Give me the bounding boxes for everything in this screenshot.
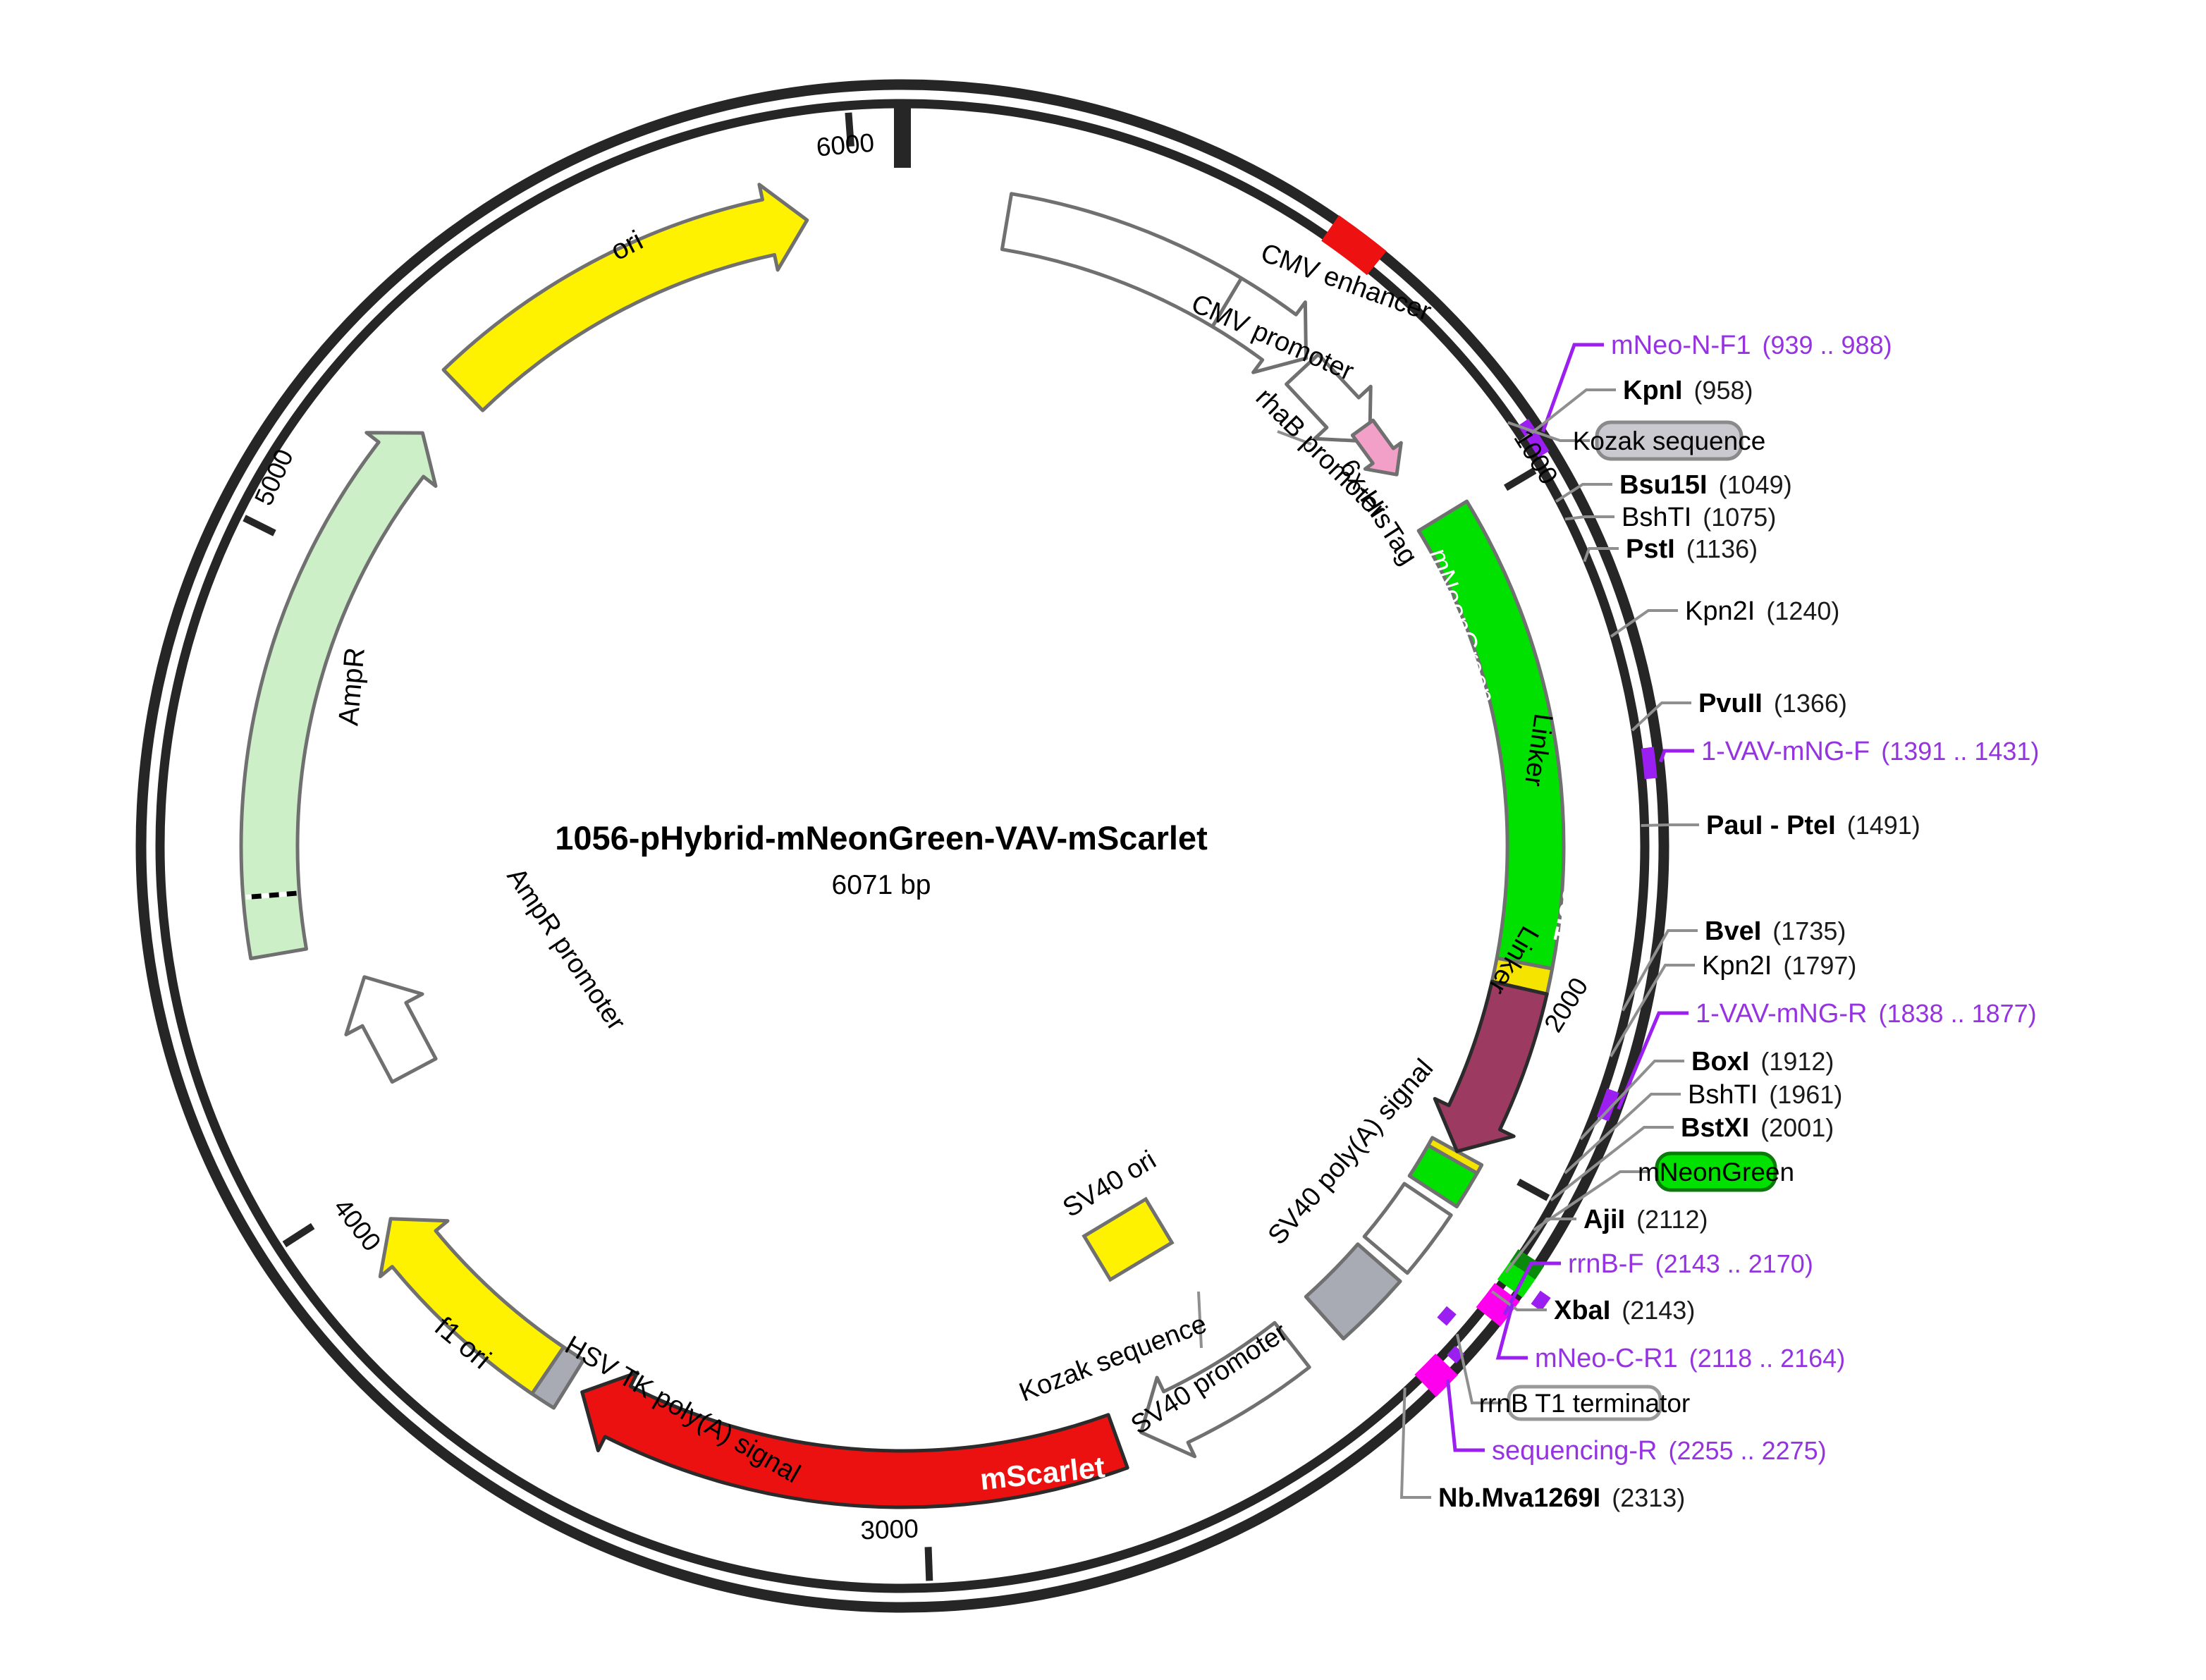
tick-label-3000: 3000 — [860, 1514, 919, 1545]
ring-mark-8 — [1437, 1306, 1457, 1326]
feature-vav[interactable] — [1433, 979, 1549, 1153]
feature-ampr[interactable] — [239, 431, 438, 961]
ring-mark-1 — [1517, 418, 1550, 458]
leader-mneongreen — [1533, 1170, 1650, 1232]
plasmid-length: 6071 bp — [832, 870, 931, 900]
ampr-promoter-arrow[interactable] — [326, 957, 453, 1091]
tick-1000 — [1503, 467, 1537, 491]
annotation-mneongreen-badge[interactable] — [1655, 1151, 1777, 1192]
map-label-ampr[interactable]: AmpR — [333, 646, 371, 728]
ring-mark-5 — [1497, 1261, 1536, 1298]
plasmid-backbone-inner-ring — [155, 99, 1650, 1593]
tick-3000 — [924, 1547, 933, 1581]
leader-rrnb-f — [1502, 1261, 1561, 1316]
annotation-kpni[interactable]: KpnI (958) — [1623, 376, 1753, 405]
leader-1-vav-mng-f — [1659, 749, 1694, 763]
feature-mneongreen-2[interactable] — [1407, 1143, 1479, 1208]
tick-4000 — [282, 1222, 315, 1248]
tick-5000 — [243, 515, 276, 537]
leader-boxi — [1579, 1060, 1684, 1141]
plasmid-title: 1056-pHybrid-mNeonGreen-VAV-mScarlet — [555, 819, 1208, 857]
rhab-promoter-arrow[interactable] — [1275, 343, 1398, 467]
leader-kpn2i — [1609, 964, 1695, 1057]
annotation-mneo-n-f1[interactable]: mNeo-N-F1 (939 .. 988) — [1611, 331, 1892, 360]
ring-mark-10 — [1414, 1353, 1458, 1397]
feature-sv40-polya[interactable] — [1362, 1182, 1453, 1275]
feature-leader-1 — [1197, 1291, 1203, 1349]
annotation-mneo-c-r1[interactable]: mNeo-C-R1 (2118 .. 2164) — [1535, 1344, 1845, 1373]
leader-pvuii — [1631, 701, 1691, 732]
leader-bsu15i — [1555, 483, 1612, 503]
ring-mark-6 — [1476, 1282, 1520, 1327]
annotation-1-vav-mng-f[interactable]: 1-VAV-mNG-F (1391 .. 1431) — [1701, 737, 2039, 766]
annotation-xbai[interactable]: XbaI (2143) — [1554, 1296, 1695, 1325]
feature-ori[interactable] — [441, 183, 809, 412]
ring-mark-3 — [1596, 1088, 1619, 1122]
annotation-bvei[interactable]: BveI (1735) — [1705, 916, 1846, 946]
leader-sequencing-r — [1445, 1379, 1485, 1452]
annotation-kozak-sequence-badge[interactable] — [1595, 420, 1744, 461]
annotation-psti[interactable]: PstI (1136) — [1626, 534, 1758, 564]
feature-f1-ori[interactable] — [378, 1217, 565, 1396]
his-tag-arrow[interactable] — [1344, 415, 1414, 487]
leader-psti — [1583, 547, 1619, 563]
map-label-ampr-promoter[interactable]: AmpR promoter — [501, 863, 632, 1036]
annotation-kozak-sequence[interactable]: Kozak sequence — [1573, 427, 1766, 455]
leader-paui-ptei — [1641, 823, 1699, 827]
tick-label-6000: 6000 — [815, 128, 876, 162]
feature-terminator-box[interactable] — [1304, 1242, 1402, 1341]
annotation-kpn2i[interactable]: Kpn2I (1240) — [1685, 596, 1839, 626]
feature-ampr-divider — [245, 890, 297, 900]
leader-1-vav-mng-r — [1617, 1011, 1689, 1110]
leader-bshti — [1564, 1093, 1681, 1175]
leader-bvei — [1621, 929, 1698, 1012]
leader-rrnb-t1-terminator — [1455, 1333, 1502, 1404]
annotation-bshti[interactable]: BshTI (1961) — [1688, 1080, 1842, 1110]
annotation-rrnb-t1-terminator-badge[interactable] — [1507, 1385, 1662, 1421]
annotation-rrnb-t1-terminator[interactable]: rrnB T1 terminator — [1479, 1389, 1691, 1418]
ring-mark-9 — [1447, 1345, 1465, 1364]
leader-nb-mva1269i — [1399, 1387, 1431, 1499]
annotation-rrnb-f[interactable]: rrnB-F (2143 .. 2170) — [1568, 1249, 1813, 1279]
annotation-bstxi[interactable]: BstXI (2001) — [1681, 1113, 1834, 1143]
annotation-pvuii[interactable]: PvuII (1366) — [1698, 689, 1847, 718]
leader-mneo-c-r1 — [1495, 1303, 1528, 1360]
annotation-bsu15i[interactable]: Bsu15I (1049) — [1619, 470, 1792, 500]
tick-2000 — [1516, 1178, 1550, 1201]
feature-mscarlet[interactable] — [580, 1371, 1129, 1509]
annotation-kpn2i[interactable]: Kpn2I (1797) — [1702, 951, 1856, 981]
leader-xbai — [1490, 1290, 1547, 1311]
leader-kozak-sequence — [1507, 421, 1590, 442]
feature-cmv-promoter[interactable] — [1211, 276, 1308, 374]
ring-mark-7 — [1531, 1290, 1551, 1311]
leader-bshti — [1564, 515, 1614, 521]
feature-sv40-promoter[interactable] — [1139, 1320, 1311, 1459]
tick-6000 — [845, 112, 854, 147]
ring-mark-2 — [1641, 747, 1657, 780]
tick-label-4000: 4000 — [328, 1193, 386, 1256]
ring-mark-0 — [1321, 215, 1387, 276]
annotation-paui-ptei[interactable]: PauI - PteI (1491) — [1706, 811, 1920, 840]
annotation-mneongreen[interactable]: mNeonGreen — [1638, 1158, 1794, 1187]
leader-mneo-n-f1 — [1541, 343, 1604, 433]
annotation-boxi[interactable]: BoxI (1912) — [1691, 1047, 1834, 1077]
leader-ajii — [1505, 1218, 1576, 1273]
annotation-sequencing-r[interactable]: sequencing-R (2255 .. 2275) — [1492, 1436, 1827, 1466]
annotation-ajii[interactable]: AjiI (2112) — [1583, 1205, 1708, 1234]
ring-mark-4 — [1509, 1249, 1545, 1280]
plasmid-backbone-outer-ring — [135, 79, 1669, 1613]
leader-bstxi — [1550, 1126, 1674, 1202]
annotation-bshti[interactable]: BshTI (1075) — [1622, 503, 1776, 532]
sv40-ori-box[interactable] — [1081, 1196, 1175, 1282]
leader-kpni — [1519, 388, 1616, 443]
leader-kpn2i — [1610, 609, 1678, 638]
annotation-nb-mva1269i[interactable]: Nb.Mva1269I (2313) — [1438, 1483, 1685, 1513]
feature-leader-0 — [1277, 430, 1312, 446]
annotation-1-vav-mng-r[interactable]: 1-VAV-mNG-R (1838 .. 1877) — [1696, 999, 2037, 1029]
